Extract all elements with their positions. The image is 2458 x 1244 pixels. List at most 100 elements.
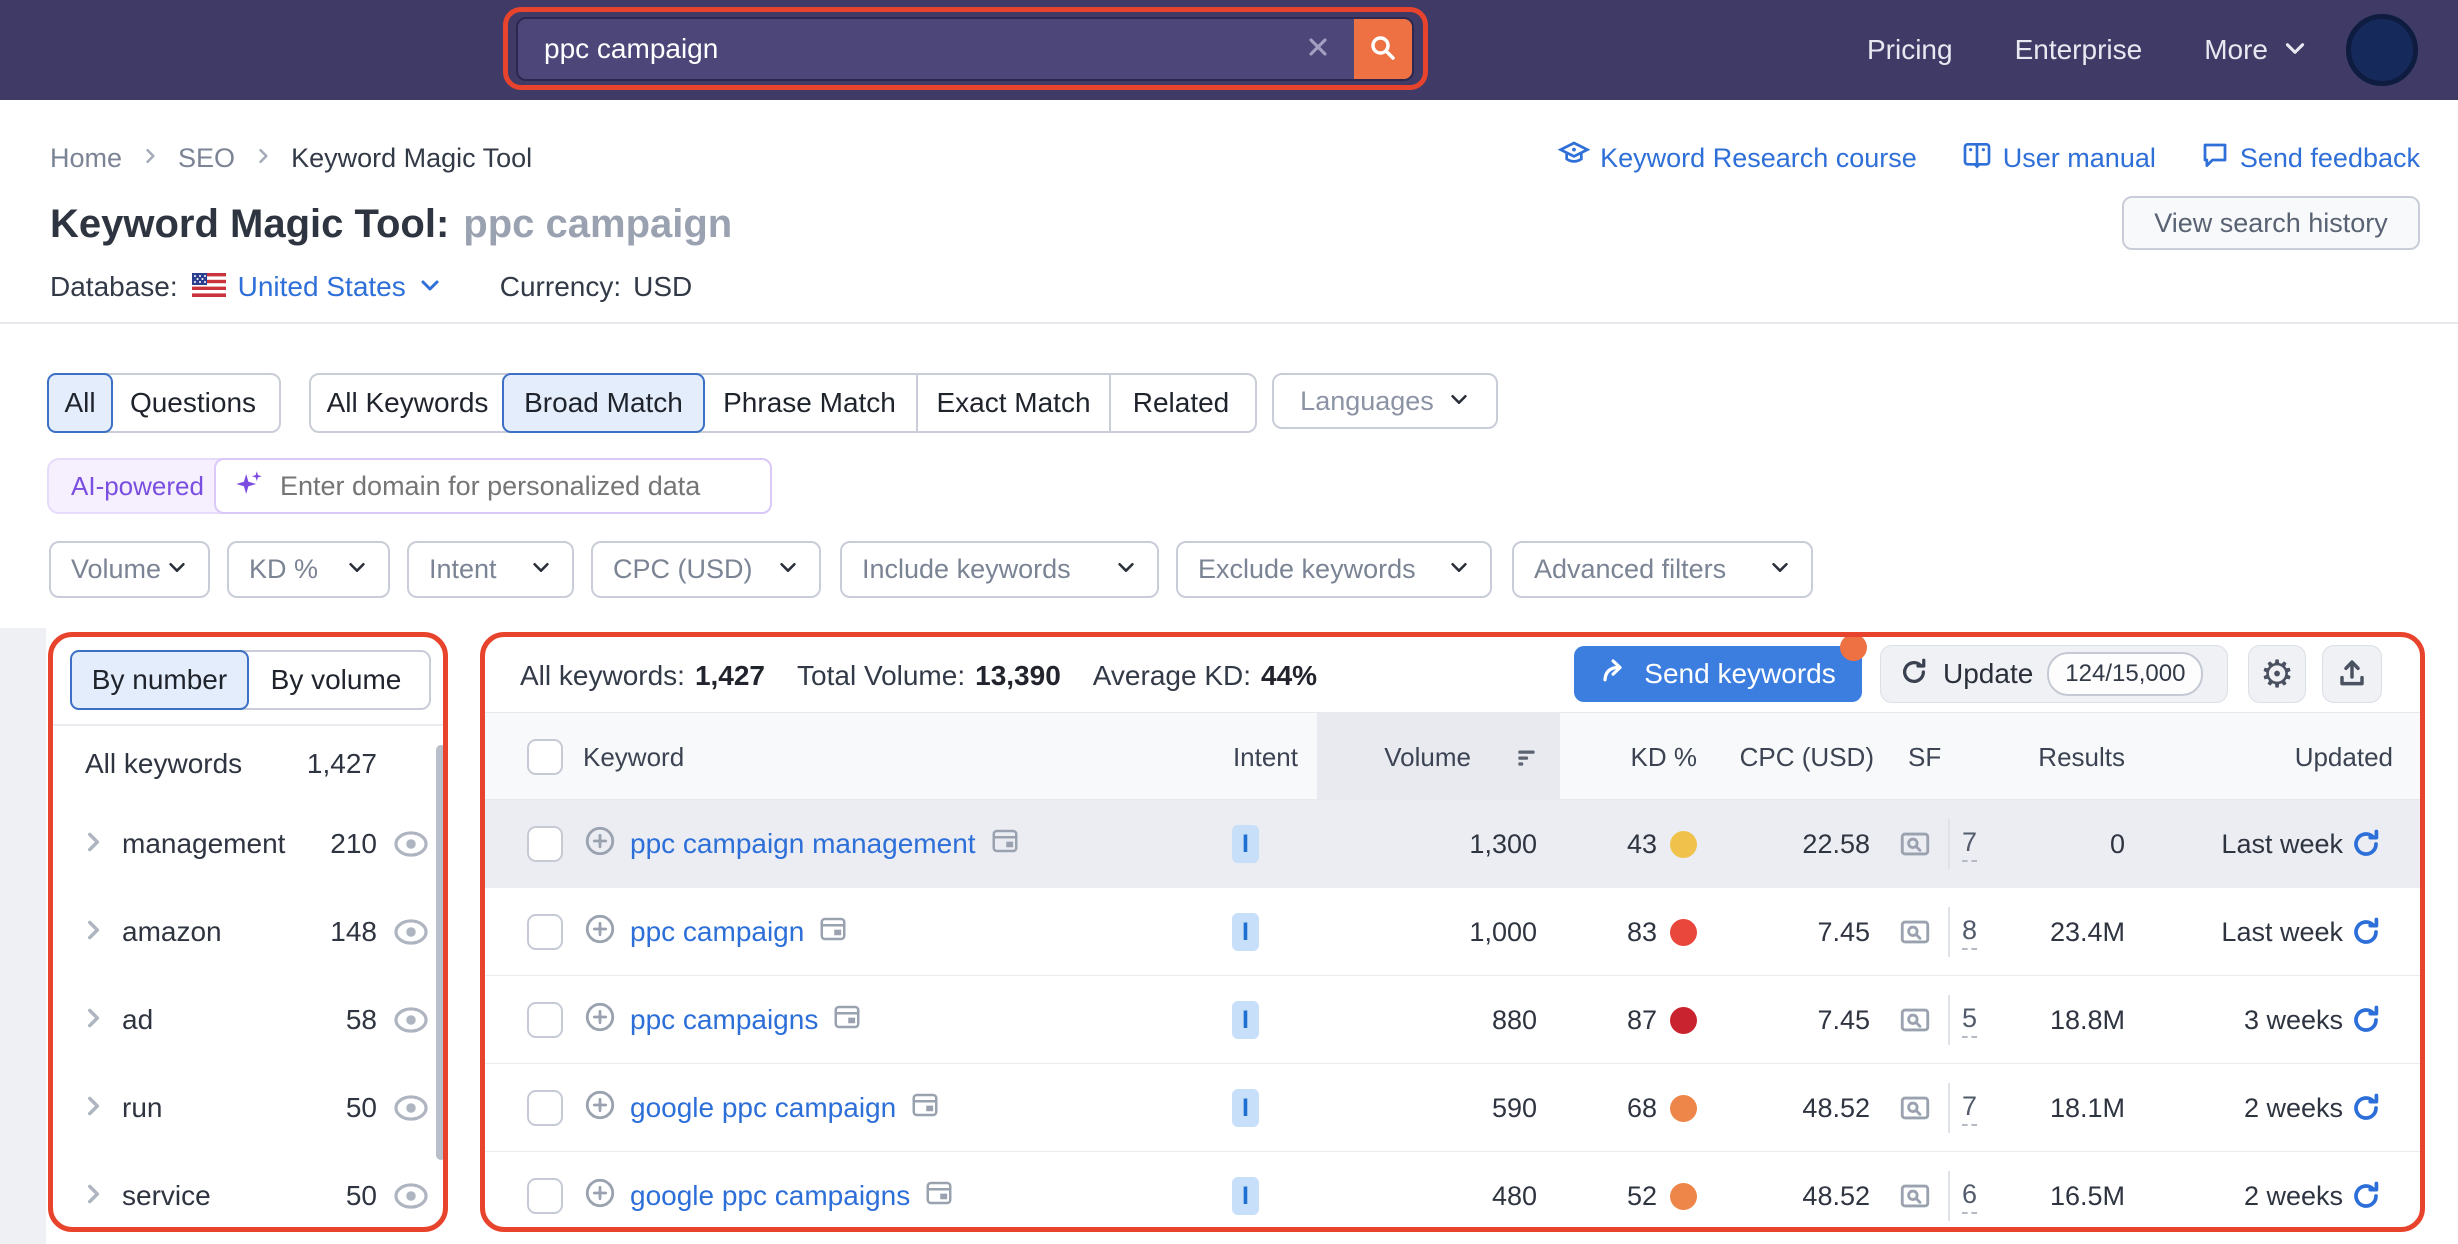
sidebar-item-amazon[interactable]: amazon — [80, 888, 222, 976]
eye-icon[interactable] — [392, 1064, 430, 1152]
tab-related[interactable]: Related — [1109, 375, 1251, 431]
sf-cell[interactable]: 8 — [1962, 888, 1978, 976]
keyword-link[interactable]: ppc campaigns — [630, 1004, 819, 1035]
serp-features-icon[interactable] — [923, 1178, 955, 1215]
send-keywords-button[interactable]: Send keywords — [1574, 646, 1862, 702]
chevron-down-icon[interactable] — [418, 273, 442, 302]
refresh-icon[interactable] — [2350, 1064, 2382, 1152]
filter-advanced[interactable]: Advanced filters — [1512, 541, 1813, 598]
refresh-icon[interactable] — [2350, 976, 2382, 1064]
keyword-link[interactable]: google ppc campaign — [630, 1092, 897, 1123]
add-keyword-icon[interactable] — [583, 1088, 617, 1129]
sort-descending-icon[interactable] — [1514, 713, 1540, 801]
serp-features-icon[interactable] — [989, 826, 1021, 863]
row-checkbox[interactable] — [527, 800, 563, 888]
user-manual-link[interactable]: User manual — [1961, 139, 2156, 178]
intent-cell[interactable]: I — [1232, 800, 1259, 888]
sidebar-all-keywords[interactable]: All keywords — [85, 748, 243, 779]
keyword-link[interactable]: ppc campaign — [630, 916, 805, 947]
column-updated[interactable]: Updated — [2294, 741, 2393, 772]
column-results[interactable]: Results — [2038, 741, 2125, 772]
keyword-research-course-link[interactable]: Keyword Research course — [1557, 139, 1917, 178]
keyword-link[interactable]: google ppc campaigns — [630, 1180, 911, 1211]
eye-icon[interactable] — [392, 1152, 430, 1240]
user-avatar[interactable] — [2346, 14, 2418, 86]
filter-cpc[interactable]: CPC (USD) — [591, 541, 821, 598]
toggle-by-number[interactable]: By number — [70, 650, 249, 710]
search-input[interactable] — [518, 33, 1304, 65]
domain-input[interactable] — [278, 469, 722, 503]
nav-more[interactable]: More — [2204, 34, 2268, 65]
sidebar-item-management[interactable]: management — [80, 800, 285, 888]
filter-kd[interactable]: KD % — [227, 541, 390, 598]
database-selector[interactable]: United States — [237, 271, 406, 302]
column-intent[interactable]: Intent — [1232, 741, 1298, 772]
keyword-search-field[interactable] — [516, 17, 1414, 81]
keyword-link[interactable]: ppc campaign management — [630, 828, 976, 859]
tab-broad-match[interactable]: Broad Match — [502, 373, 705, 433]
serp-features-icon[interactable] — [817, 914, 849, 951]
nav-pricing[interactable]: Pricing — [1866, 34, 1953, 65]
chevron-right-icon[interactable] — [80, 829, 106, 860]
table-row[interactable]: ppc campaign I 1,000 83 7.45 8 23.4M Las… — [481, 888, 2425, 976]
intent-cell[interactable]: I — [1232, 1152, 1259, 1240]
tab-all[interactable]: All — [47, 373, 113, 433]
toggle-by-volume[interactable]: By volume — [270, 664, 402, 695]
filter-include-keywords[interactable]: Include keywords — [840, 541, 1159, 598]
refresh-icon[interactable] — [2350, 1152, 2382, 1240]
table-row[interactable]: google ppc campaigns I 480 52 48.52 6 16… — [481, 1152, 2425, 1240]
serp-preview-icon[interactable] — [1896, 800, 1934, 888]
breadcrumb-home[interactable]: Home — [50, 142, 123, 173]
serp-features-icon[interactable] — [909, 1090, 941, 1127]
sidebar-item-run[interactable]: run — [80, 1064, 162, 1152]
intent-cell[interactable]: I — [1232, 976, 1259, 1064]
serp-preview-icon[interactable] — [1896, 888, 1934, 976]
serp-features-icon[interactable] — [831, 1002, 863, 1039]
filter-exclude-keywords[interactable]: Exclude keywords — [1176, 541, 1492, 598]
tab-phrase-match[interactable]: Phrase Match — [723, 387, 896, 418]
add-keyword-icon[interactable] — [583, 1176, 617, 1217]
column-keyword[interactable]: Keyword — [583, 741, 685, 772]
export-button[interactable] — [2322, 645, 2382, 703]
sf-cell[interactable]: 7 — [1962, 800, 1978, 888]
nav-enterprise[interactable]: Enterprise — [2014, 34, 2143, 65]
sidebar-scrollbar[interactable] — [436, 745, 446, 1160]
eye-icon[interactable] — [392, 888, 430, 976]
serp-preview-icon[interactable] — [1896, 1152, 1934, 1240]
domain-input-wrap[interactable] — [214, 458, 772, 514]
chevron-right-icon[interactable] — [80, 1181, 106, 1212]
update-button[interactable]: Update 124/15,000 — [1880, 645, 2228, 703]
chevron-right-icon[interactable] — [80, 1005, 106, 1036]
add-keyword-icon[interactable] — [583, 824, 617, 865]
tab-exact-match[interactable]: Exact Match — [916, 375, 1109, 431]
row-checkbox[interactable] — [527, 976, 563, 1064]
sidebar-item-ad[interactable]: ad — [80, 976, 153, 1064]
chevron-right-icon[interactable] — [80, 1093, 106, 1124]
row-checkbox[interactable] — [527, 888, 563, 976]
intent-cell[interactable]: I — [1232, 888, 1259, 976]
clear-search-icon[interactable] — [1304, 33, 1332, 66]
row-checkbox[interactable] — [527, 1152, 563, 1240]
table-row[interactable]: ppc campaigns I 880 87 7.45 5 18.8M 3 we… — [481, 976, 2425, 1064]
select-all-checkbox[interactable] — [527, 713, 563, 801]
sidebar-item-service[interactable]: service — [80, 1152, 211, 1240]
filter-volume[interactable]: Volume — [49, 541, 210, 598]
column-volume[interactable]: Volume — [1384, 741, 1471, 772]
tab-questions[interactable]: Questions — [129, 387, 257, 418]
refresh-icon[interactable] — [2350, 888, 2382, 976]
chevron-right-icon[interactable] — [80, 917, 106, 948]
table-row[interactable]: google ppc campaign I 590 68 48.52 7 18.… — [481, 1064, 2425, 1152]
add-keyword-icon[interactable] — [583, 1000, 617, 1041]
sf-cell[interactable]: 7 — [1962, 1064, 1978, 1152]
column-sf[interactable]: SF — [1908, 741, 1942, 772]
breadcrumb-seo[interactable]: SEO — [178, 142, 236, 173]
sf-cell[interactable]: 5 — [1962, 976, 1978, 1064]
filter-intent[interactable]: Intent — [407, 541, 574, 598]
eye-icon[interactable] — [392, 800, 430, 888]
table-row[interactable]: ppc campaign management I 1,300 43 22.58… — [481, 800, 2425, 888]
tab-all-keywords[interactable]: All Keywords — [326, 387, 489, 418]
search-button[interactable] — [1354, 19, 1412, 79]
row-checkbox[interactable] — [527, 1064, 563, 1152]
send-feedback-link[interactable]: Send feedback — [2200, 140, 2420, 177]
sf-cell[interactable]: 6 — [1962, 1152, 1978, 1240]
